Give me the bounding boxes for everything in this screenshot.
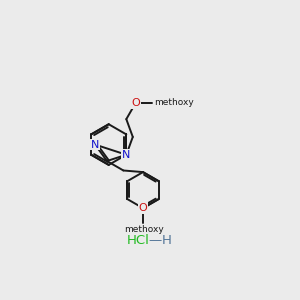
Text: N: N bbox=[122, 150, 130, 160]
Text: methoxy: methoxy bbox=[154, 98, 194, 107]
Text: H: H bbox=[162, 234, 172, 247]
Text: O: O bbox=[131, 98, 140, 108]
Text: N: N bbox=[91, 140, 99, 150]
Text: O: O bbox=[139, 203, 147, 213]
Text: —: — bbox=[148, 234, 161, 247]
Text: HCl: HCl bbox=[126, 234, 149, 247]
Text: methoxy: methoxy bbox=[124, 226, 164, 235]
